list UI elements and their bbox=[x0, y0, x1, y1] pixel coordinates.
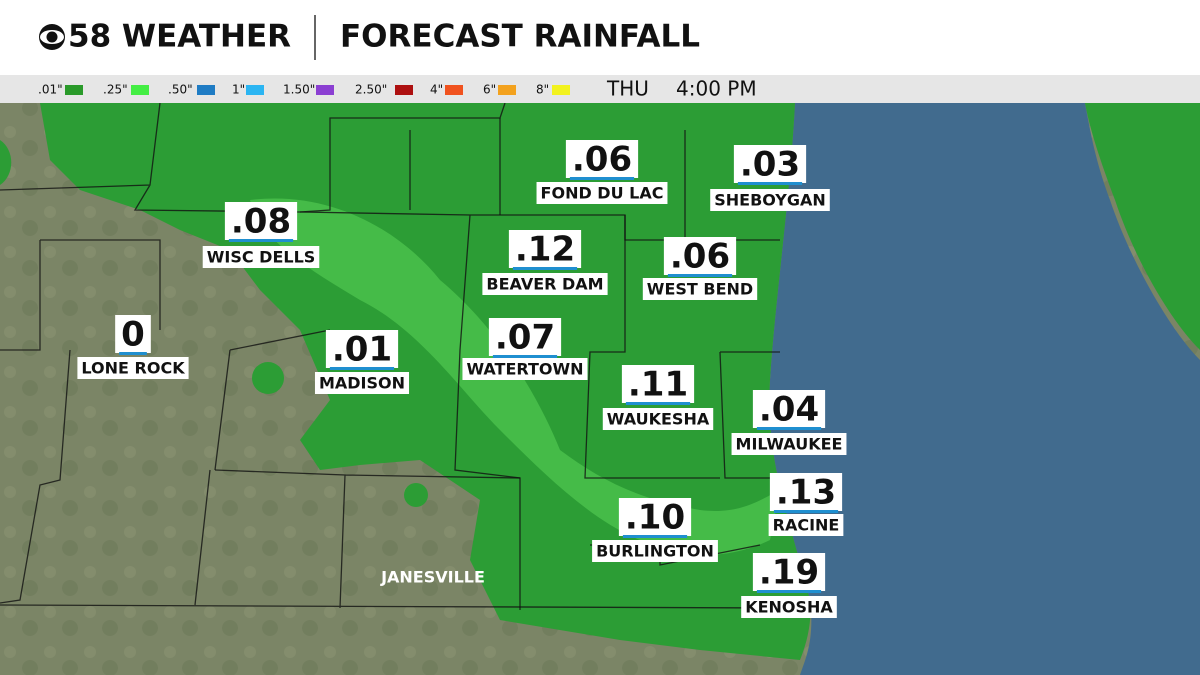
city-name: FOND DU LAC bbox=[541, 184, 664, 203]
name-box bbox=[710, 189, 830, 211]
rain-cell bbox=[0, 140, 12, 185]
name-box bbox=[731, 433, 847, 455]
name-box bbox=[592, 540, 718, 562]
name-box bbox=[536, 182, 668, 204]
value-box bbox=[752, 390, 826, 428]
value-box bbox=[752, 553, 826, 591]
value-box bbox=[488, 318, 562, 356]
name-box bbox=[642, 278, 758, 300]
name-box bbox=[77, 357, 189, 379]
value-box bbox=[508, 230, 582, 268]
city-name: BURLINGTON bbox=[596, 542, 714, 561]
city-name: WAUKESHA bbox=[607, 410, 710, 429]
legend-label: 6" bbox=[483, 83, 496, 97]
value-box bbox=[618, 498, 692, 536]
rain-value: .13 bbox=[776, 473, 836, 513]
value-underline bbox=[756, 590, 822, 593]
value-box bbox=[621, 365, 695, 403]
value-underline bbox=[492, 355, 558, 358]
value-box bbox=[769, 473, 843, 511]
legend-label: 4" bbox=[430, 83, 443, 97]
value-underline bbox=[756, 427, 822, 430]
legend-swatch bbox=[316, 85, 334, 95]
value-box bbox=[325, 330, 399, 368]
lake-michigan bbox=[769, 103, 1200, 675]
value-box bbox=[115, 315, 151, 353]
name-box bbox=[768, 514, 844, 536]
value-box bbox=[224, 202, 298, 240]
name-box bbox=[202, 246, 320, 268]
legend-swatch bbox=[246, 85, 264, 95]
value-box bbox=[663, 237, 737, 275]
name-box bbox=[314, 372, 410, 394]
value-underline bbox=[512, 267, 578, 270]
value-underline bbox=[329, 367, 395, 370]
city-name: KENOSHA bbox=[745, 598, 833, 617]
legend-swatch bbox=[552, 85, 570, 95]
legend-swatch bbox=[65, 85, 83, 95]
value-underline bbox=[119, 352, 147, 355]
header-bar bbox=[0, 0, 1200, 75]
rain-value: .04 bbox=[759, 390, 819, 430]
name-box bbox=[602, 408, 714, 430]
rain-value: .12 bbox=[515, 230, 575, 270]
value-underline bbox=[228, 239, 294, 242]
rain-value: .07 bbox=[495, 318, 555, 358]
legend-swatch bbox=[197, 85, 215, 95]
rain-cell bbox=[404, 483, 428, 507]
rain-value: .08 bbox=[231, 202, 291, 242]
value-underline bbox=[667, 274, 733, 277]
value-box bbox=[733, 145, 807, 183]
city-name: JANESVILLE bbox=[380, 568, 485, 587]
value-box bbox=[565, 140, 639, 178]
value-underline bbox=[569, 177, 635, 180]
rain-cell bbox=[252, 362, 284, 394]
city-name: WISC DELLS bbox=[207, 248, 316, 267]
city-name: RACINE bbox=[773, 516, 840, 535]
rain-area bbox=[1085, 103, 1200, 350]
rain-value: .19 bbox=[759, 553, 819, 593]
name-box bbox=[462, 358, 588, 380]
city-name: SHEBOYGAN bbox=[714, 191, 826, 210]
legend-label: 8" bbox=[536, 83, 549, 97]
city-name: MADISON bbox=[319, 374, 405, 393]
legend-label: 2.50" bbox=[355, 83, 387, 97]
legend-label: .25" bbox=[103, 83, 128, 97]
rain-value: 0 bbox=[121, 315, 145, 355]
title: FORECAST RAINFALL bbox=[340, 19, 700, 55]
legend-swatch bbox=[498, 85, 516, 95]
name-box bbox=[482, 273, 608, 295]
rain-value: .11 bbox=[628, 365, 688, 405]
legend-label: .01" bbox=[38, 83, 63, 97]
value-underline bbox=[773, 510, 839, 513]
legend-swatch bbox=[131, 85, 149, 95]
legend-swatch bbox=[395, 85, 413, 95]
legend-label: 1.50" bbox=[283, 83, 315, 97]
legend-label: 1" bbox=[232, 83, 245, 97]
rain-value: .06 bbox=[670, 237, 730, 277]
cbs-eye-logo bbox=[39, 24, 65, 50]
rain-value: .06 bbox=[572, 140, 632, 180]
rain-value: .03 bbox=[740, 145, 800, 185]
value-underline bbox=[625, 402, 691, 405]
day: THU bbox=[606, 77, 649, 101]
city-name: WATERTOWN bbox=[466, 360, 583, 379]
city-name: LONE ROCK bbox=[81, 359, 185, 378]
name-box bbox=[741, 596, 837, 618]
rain-value: .01 bbox=[332, 330, 392, 370]
legend-label: .50" bbox=[168, 83, 193, 97]
time: 4:00 PM bbox=[676, 77, 757, 101]
legend-swatch bbox=[445, 85, 463, 95]
city-name: WEST BEND bbox=[647, 280, 753, 299]
rain-value: .10 bbox=[625, 498, 685, 538]
value-underline bbox=[737, 182, 803, 185]
brand: 58 WEATHER bbox=[68, 19, 291, 55]
city-name: BEAVER DAM bbox=[486, 275, 603, 294]
city-name: MILWAUKEE bbox=[736, 435, 843, 454]
value-underline bbox=[622, 535, 688, 538]
